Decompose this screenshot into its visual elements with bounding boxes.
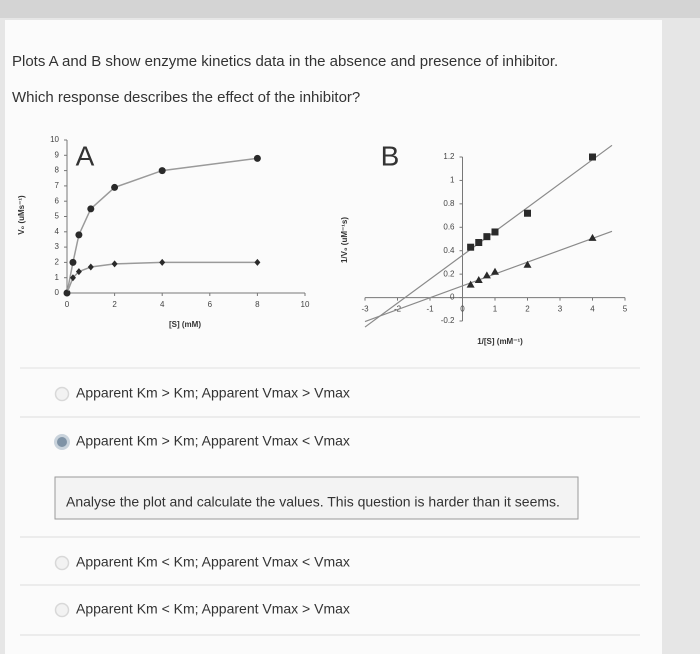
y-tick-label: 1 bbox=[55, 273, 60, 282]
point bbox=[588, 233, 597, 241]
panel-label: A bbox=[76, 140, 95, 171]
y-tick-label: 10 bbox=[50, 135, 59, 144]
y-tick-label: 0.6 bbox=[443, 222, 455, 231]
y-tick-label: 1 bbox=[450, 176, 455, 185]
point bbox=[159, 258, 166, 266]
y-tick-label: 2 bbox=[55, 258, 60, 267]
x-tick-label: -3 bbox=[361, 305, 369, 314]
y-tick-label: -0.2 bbox=[441, 316, 455, 325]
y-tick-label: 5 bbox=[55, 212, 60, 221]
point bbox=[474, 276, 483, 283]
y-axis-label: V₀ (uMs⁻¹) bbox=[17, 195, 26, 235]
point bbox=[69, 274, 76, 282]
y-tick-label: 0.4 bbox=[443, 246, 455, 255]
option-label[interactable]: Apparent Km > Km; Apparent Vmax > Vmax bbox=[76, 385, 350, 401]
y-tick-label: 0 bbox=[55, 288, 60, 297]
x-tick-label: 2 bbox=[112, 300, 117, 309]
point bbox=[589, 153, 596, 161]
point bbox=[75, 268, 82, 276]
x-tick-label: 3 bbox=[558, 305, 563, 314]
panel-label: B bbox=[381, 140, 400, 171]
x-tick-label: 6 bbox=[208, 300, 213, 309]
point bbox=[523, 260, 532, 268]
question-card bbox=[5, 20, 662, 654]
point bbox=[482, 271, 491, 279]
point bbox=[475, 239, 483, 247]
point bbox=[483, 233, 491, 241]
x-tick-label: 0 bbox=[65, 300, 70, 309]
question-line: Which response describes the effect of t… bbox=[12, 89, 360, 106]
point bbox=[524, 209, 531, 217]
point bbox=[111, 183, 119, 191]
point bbox=[87, 205, 95, 213]
option-label[interactable]: Apparent Km > Km; Apparent Vmax < Vmax bbox=[76, 433, 350, 449]
tooltip-text: Analyse the plot and calculate the value… bbox=[66, 494, 560, 510]
radio-button[interactable] bbox=[54, 386, 70, 402]
y-tick-label: 4 bbox=[55, 227, 60, 236]
y-tick-label: 1.2 bbox=[443, 152, 455, 161]
y-tick-label: 9 bbox=[55, 150, 60, 159]
x-tick-label: 5 bbox=[623, 305, 628, 314]
tooltip-box bbox=[54, 476, 579, 520]
question-line: Plots A and B show enzyme kinetics data … bbox=[12, 53, 558, 70]
point bbox=[254, 258, 261, 266]
x-tick-label: 0 bbox=[460, 305, 465, 314]
y-axis-label: 1/V₀ (uM⁻¹s) bbox=[340, 217, 349, 263]
y-tick-label: 6 bbox=[55, 196, 60, 205]
x-tick-label: 2 bbox=[525, 305, 530, 314]
y-tick-label: 0.8 bbox=[443, 199, 455, 208]
x-axis-label: [S] (mM) bbox=[169, 320, 201, 329]
x-axis-label: 1/[S] (mM⁻¹) bbox=[477, 337, 523, 346]
point bbox=[75, 231, 83, 239]
point bbox=[253, 154, 261, 162]
top-bar bbox=[0, 0, 700, 18]
y-tick-label: 0.2 bbox=[443, 269, 455, 278]
y-tick-label: 0 bbox=[450, 293, 455, 302]
x-tick-label: 4 bbox=[590, 305, 595, 314]
x-tick-label: -1 bbox=[426, 305, 434, 314]
y-tick-label: 7 bbox=[55, 181, 60, 190]
point bbox=[466, 280, 475, 288]
option-label[interactable]: Apparent Km < Km; Apparent Vmax > Vmax bbox=[76, 601, 350, 617]
point bbox=[69, 258, 77, 266]
radio-button[interactable] bbox=[54, 555, 70, 571]
point bbox=[64, 289, 70, 297]
point bbox=[491, 267, 499, 275]
point bbox=[467, 243, 475, 251]
option-label[interactable]: Apparent Km < Km; Apparent Vmax < Vmax bbox=[76, 554, 350, 570]
point bbox=[491, 228, 499, 236]
point bbox=[87, 263, 94, 271]
x-tick-label: 8 bbox=[255, 300, 260, 309]
y-tick-label: 8 bbox=[55, 166, 60, 175]
x-tick-label: 10 bbox=[301, 300, 310, 309]
x-tick-label: 4 bbox=[160, 300, 165, 309]
radio-button[interactable] bbox=[54, 434, 70, 450]
point bbox=[111, 260, 118, 268]
point bbox=[158, 167, 166, 175]
x-tick-label: 1 bbox=[493, 305, 498, 314]
y-tick-label: 3 bbox=[55, 242, 60, 251]
radio-button[interactable] bbox=[54, 602, 70, 618]
